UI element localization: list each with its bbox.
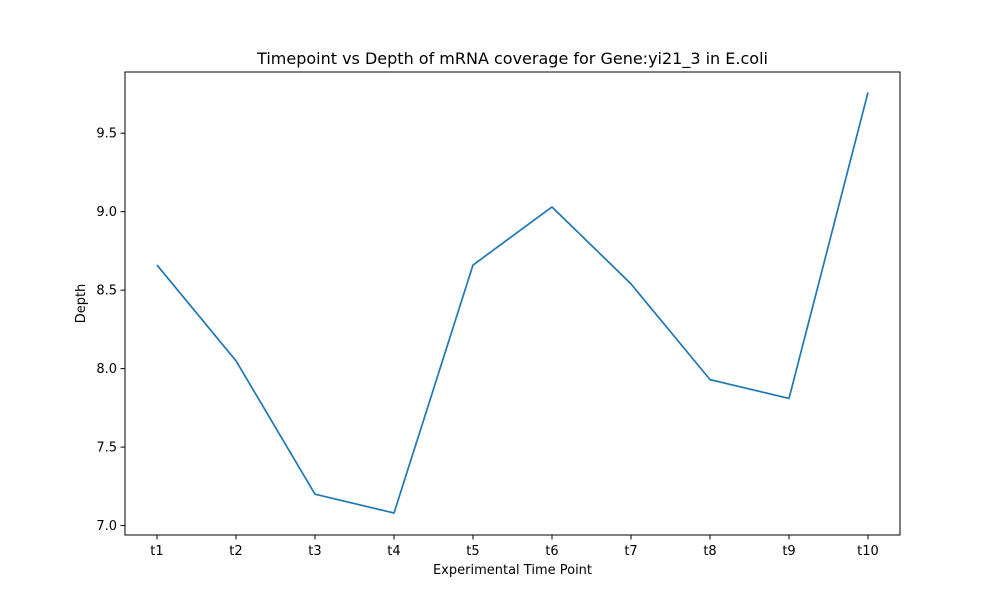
- y-tick-label-7.5: 7.5: [96, 441, 117, 456]
- series-layer: [156, 92, 869, 514]
- x-tick-label-t4: t4: [387, 544, 400, 559]
- x-tick-label-t8: t8: [703, 544, 716, 559]
- x-tick-label-t5: t5: [466, 544, 479, 559]
- plot-frame: [124, 71, 901, 536]
- x-tick-label-t2: t2: [229, 544, 242, 559]
- y-tick-label-7.0: 7.0: [96, 519, 117, 534]
- y-axis-label: Depth: [74, 284, 89, 324]
- x-tick-label-t3: t3: [308, 544, 321, 559]
- y-axis-ticks: 7.0 7.5 8.0 8.5 9.0 9.5: [96, 127, 125, 534]
- x-tick-label-t6: t6: [545, 544, 558, 559]
- x-tick-label-t10: t10: [857, 544, 879, 559]
- x-tick-label-t1: t1: [150, 544, 163, 559]
- x-tick-label-t7: t7: [624, 544, 637, 559]
- plot-area: [125, 72, 900, 535]
- y-tick-label-8.5: 8.5: [96, 284, 117, 299]
- y-tick-label-9.5: 9.5: [96, 127, 117, 142]
- y-tick-label-8.0: 8.0: [96, 362, 117, 377]
- x-axis-ticks: t1 t2 t3 t4 t5 t6 t7 t8 t9 t10: [150, 535, 879, 559]
- series-line-0: [156, 92, 869, 514]
- chart-title: Timepoint vs Depth of mRNA coverage for …: [256, 49, 768, 69]
- x-tick-label-t9: t9: [782, 544, 795, 559]
- y-tick-label-9.0: 9.0: [96, 205, 117, 220]
- x-axis-label: Experimental Time Point: [433, 563, 592, 578]
